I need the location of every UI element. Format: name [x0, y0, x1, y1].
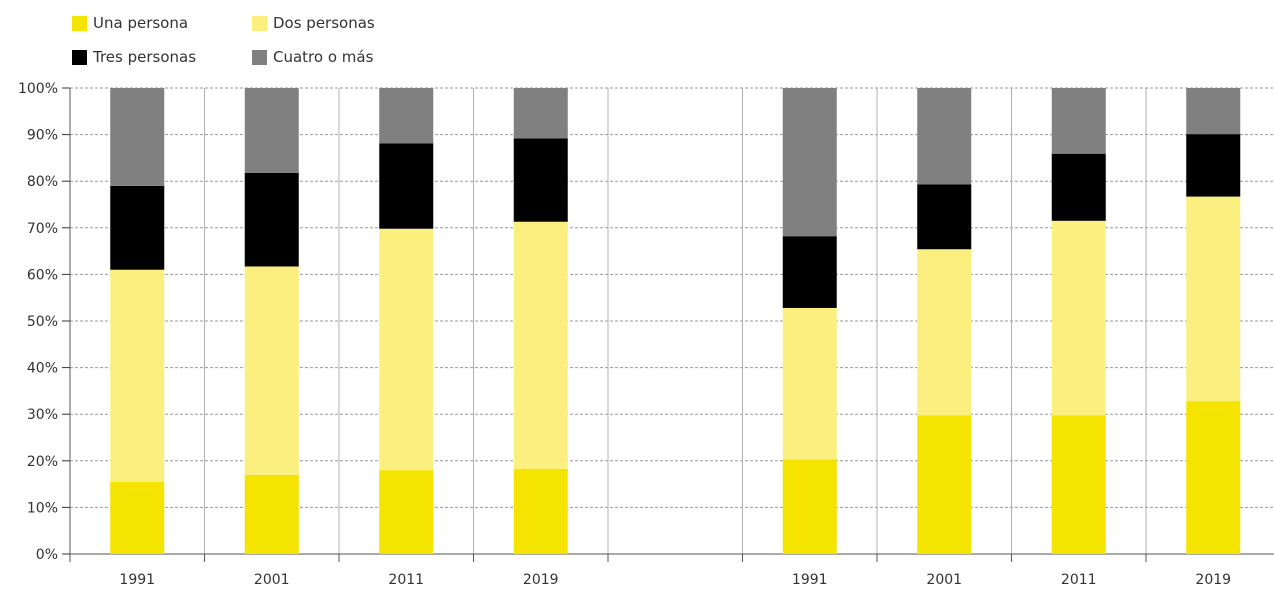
x-tick-label: 2019: [523, 572, 559, 588]
bar-segment: [513, 468, 568, 554]
y-tick-label: 20%: [27, 454, 58, 470]
bar-segment: [1051, 88, 1106, 154]
legend-item-tres-personas: Tres personas: [72, 48, 196, 66]
bar-segment: [110, 185, 165, 270]
bar-segment: [379, 228, 434, 471]
bar-segment: [782, 236, 837, 308]
bar-segment: [1051, 153, 1106, 221]
bar-segment: [110, 481, 165, 554]
legend-item-dos-personas: Dos personas: [252, 14, 375, 32]
bar-segment: [1186, 196, 1241, 402]
bar-segment: [917, 249, 972, 416]
x-tick-label: 1991: [119, 572, 155, 588]
bar-segment: [513, 88, 568, 139]
y-tick-label: 40%: [27, 361, 58, 377]
y-tick-label: 50%: [27, 314, 58, 330]
y-tick-label: 60%: [27, 267, 58, 283]
bar-segment: [1186, 401, 1241, 554]
bar-segment: [782, 88, 837, 237]
x-tick-label: 2001: [254, 572, 290, 588]
legend-label: Cuatro o más: [273, 48, 374, 66]
y-tick-label: 80%: [27, 174, 58, 190]
legend-label: Una persona: [93, 14, 189, 32]
bar-segment: [513, 221, 568, 469]
bar-segment: [379, 88, 434, 144]
bar-segment: [110, 269, 165, 482]
legend-label: Tres personas: [93, 48, 197, 66]
bar-segment: [1051, 415, 1106, 554]
bar-segment: [244, 88, 299, 173]
legend-item-cuatro-o-mas: Cuatro o más: [252, 48, 373, 66]
legend-swatch: [252, 15, 267, 31]
legend-label: Dos personas: [273, 14, 375, 32]
bar-segment: [782, 307, 837, 460]
bar-segment: [244, 172, 299, 267]
legend-swatch: [72, 49, 87, 65]
bar-segment: [1186, 134, 1241, 197]
bar-segment: [110, 88, 165, 186]
y-tick-label: 0%: [36, 547, 58, 563]
legend-item-una-persona: Una persona: [72, 14, 188, 32]
x-tick-label: 2019: [1195, 572, 1231, 588]
y-tick-label: 30%: [27, 407, 58, 423]
y-tick-label: 90%: [27, 128, 58, 144]
bar-segment: [1186, 88, 1241, 135]
x-tick-label: 1991: [792, 572, 828, 588]
bar-segment: [244, 266, 299, 475]
bar-segment: [244, 474, 299, 554]
legend: Una persona Dos personas Tres personas C…: [0, 0, 420, 80]
bar-segment: [917, 184, 972, 250]
bar-segment: [379, 143, 434, 229]
bar-segment: [782, 459, 837, 554]
legend-swatch: [72, 15, 87, 31]
x-tick-label: 2011: [388, 572, 424, 588]
bar-segment: [379, 470, 434, 554]
bar-segment: [917, 88, 972, 185]
bar-segment: [513, 138, 568, 222]
bar-segment: [1051, 220, 1106, 416]
legend-swatch: [252, 49, 267, 65]
y-tick-label: 10%: [27, 500, 58, 516]
x-tick-label: 2001: [926, 572, 962, 588]
y-tick-label: 70%: [27, 221, 58, 237]
x-tick-label: 2011: [1061, 572, 1097, 588]
y-tick-label: 100%: [18, 81, 58, 97]
bar-segment: [917, 415, 972, 554]
